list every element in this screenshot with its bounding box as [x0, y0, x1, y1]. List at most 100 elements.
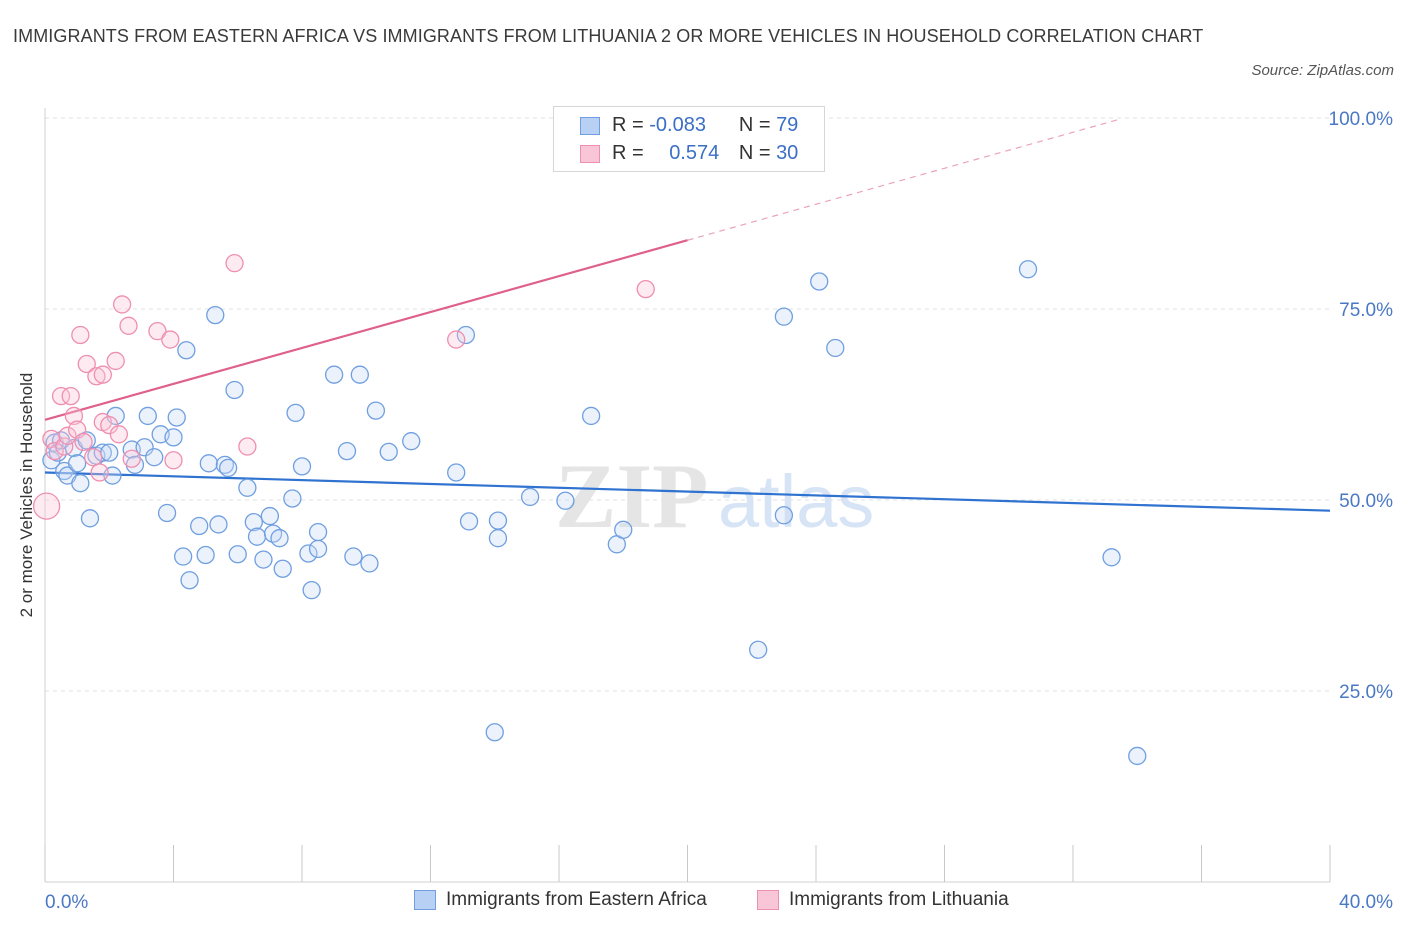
legend-swatch-eastern-africa — [580, 116, 600, 135]
watermark-atlas: atlas — [718, 460, 874, 543]
legend-n-label: N = — [738, 114, 771, 136]
trend-lines — [44, 118, 1331, 512]
point-lithuania — [71, 325, 90, 345]
chart-title: IMMIGRANTS FROM EASTERN AFRICA VS IMMIGR… — [13, 26, 1204, 46]
point-eastern-africa — [810, 272, 829, 291]
legend-r-value: -0.083 — [649, 114, 706, 136]
point-eastern-africa — [485, 723, 504, 742]
point-eastern-africa — [157, 503, 177, 523]
legend-n-value: 79 — [776, 114, 799, 136]
point-lithuania — [447, 330, 466, 349]
point-lithuania — [87, 367, 106, 386]
point-lithuania — [61, 386, 80, 406]
trend-line-lithuania — [44, 239, 688, 421]
bottom-legend-lithuania: Immigrants from Lithuania — [757, 889, 1009, 911]
grid — [45, 117, 1330, 692]
point-eastern-africa — [244, 513, 263, 532]
point-eastern-africa — [366, 401, 386, 420]
point-eastern-africa — [350, 365, 369, 384]
data-points — [32, 254, 1147, 766]
y-tick-label: 50.0% — [1339, 491, 1393, 512]
point-eastern-africa — [556, 491, 575, 510]
point-eastern-africa — [774, 506, 794, 525]
point-eastern-africa — [254, 550, 273, 569]
point-lithuania — [55, 437, 74, 456]
legend-r-label: R = — [612, 142, 644, 164]
point-lithuania — [51, 386, 71, 406]
point-eastern-africa — [177, 341, 196, 360]
bottom-legend-label: Immigrants from Lithuania — [789, 889, 1009, 910]
point-eastern-africa — [402, 432, 421, 451]
point-eastern-africa — [308, 539, 328, 559]
legend-row-lithuania: R = 0.574 N = 30 — [580, 140, 798, 166]
point-eastern-africa — [228, 545, 247, 564]
point-eastern-africa — [273, 559, 292, 578]
point-lithuania — [161, 330, 180, 349]
point-eastern-africa — [238, 478, 257, 497]
point-eastern-africa — [749, 640, 768, 659]
point-eastern-africa — [260, 506, 280, 526]
y-tick-label: 100.0% — [1329, 109, 1394, 130]
legend-r-label: R = — [612, 114, 644, 136]
point-eastern-africa — [299, 544, 318, 563]
point-lithuania — [74, 432, 93, 452]
point-eastern-africa — [80, 509, 100, 528]
point-lithuania — [119, 316, 138, 335]
point-eastern-africa — [614, 520, 633, 539]
trend-line-lithuania-extension — [687, 118, 1122, 241]
tick-labels: 25.0% 50.0% 75.0% 100.0% 0.0% 40.0% — [45, 109, 1393, 913]
bottom-legend-swatch — [414, 889, 436, 910]
point-eastern-africa — [324, 365, 344, 384]
y-tick-label: 25.0% — [1339, 682, 1393, 703]
point-lithuania — [58, 426, 77, 445]
point-eastern-africa — [488, 529, 508, 548]
point-eastern-africa — [196, 545, 215, 565]
point-eastern-africa — [209, 515, 228, 534]
point-eastern-africa — [218, 458, 238, 478]
point-eastern-africa — [447, 463, 466, 482]
point-lithuania — [77, 354, 96, 374]
point-eastern-africa — [379, 442, 398, 462]
point-eastern-africa — [145, 448, 164, 467]
point-eastern-africa — [67, 454, 87, 473]
point-eastern-africa — [164, 428, 183, 447]
point-lithuania — [45, 441, 64, 461]
point-eastern-africa — [459, 512, 479, 531]
point-lithuania — [112, 295, 132, 314]
point-eastern-africa — [1128, 746, 1147, 766]
point-eastern-africa — [488, 511, 508, 530]
trend-line-eastern-africa — [44, 471, 1331, 512]
point-lithuania — [636, 279, 655, 299]
point-lithuania — [148, 322, 167, 341]
point-eastern-africa — [456, 325, 475, 345]
point-eastern-africa — [520, 487, 540, 507]
bottom-legend-label: Immigrants from Eastern Africa — [446, 889, 707, 910]
point-lithuania — [238, 437, 257, 456]
point-eastern-africa — [270, 529, 289, 548]
axes — [44, 108, 1331, 883]
point-eastern-africa — [286, 403, 305, 423]
point-eastern-africa — [199, 454, 218, 473]
point-eastern-africa — [360, 554, 379, 573]
point-eastern-africa — [71, 474, 90, 493]
correlation-legend: R = -0.083 N = 79 R = 0.574 N = 30 — [553, 106, 825, 172]
x-tick-label: 0.0% — [45, 892, 88, 913]
point-lithuania — [93, 365, 112, 384]
point-eastern-africa — [180, 571, 199, 590]
point-eastern-africa — [190, 516, 209, 536]
bottom-legend-swatch — [757, 889, 779, 910]
point-eastern-africa — [283, 489, 302, 508]
point-lithuania — [122, 449, 141, 468]
point-lithuania — [100, 415, 119, 435]
point-eastern-africa — [93, 443, 112, 462]
point-eastern-africa — [774, 307, 794, 326]
bottom-legend-eastern-africa: Immigrants from Eastern Africa — [414, 889, 707, 911]
point-eastern-africa — [1018, 260, 1038, 279]
point-lithuania — [164, 451, 183, 470]
point-lithuania — [64, 406, 84, 426]
point-eastern-africa — [302, 581, 321, 600]
x-tick-label: 40.0% — [1339, 892, 1393, 913]
point-lithuania — [84, 448, 103, 467]
point-eastern-africa — [308, 522, 328, 542]
